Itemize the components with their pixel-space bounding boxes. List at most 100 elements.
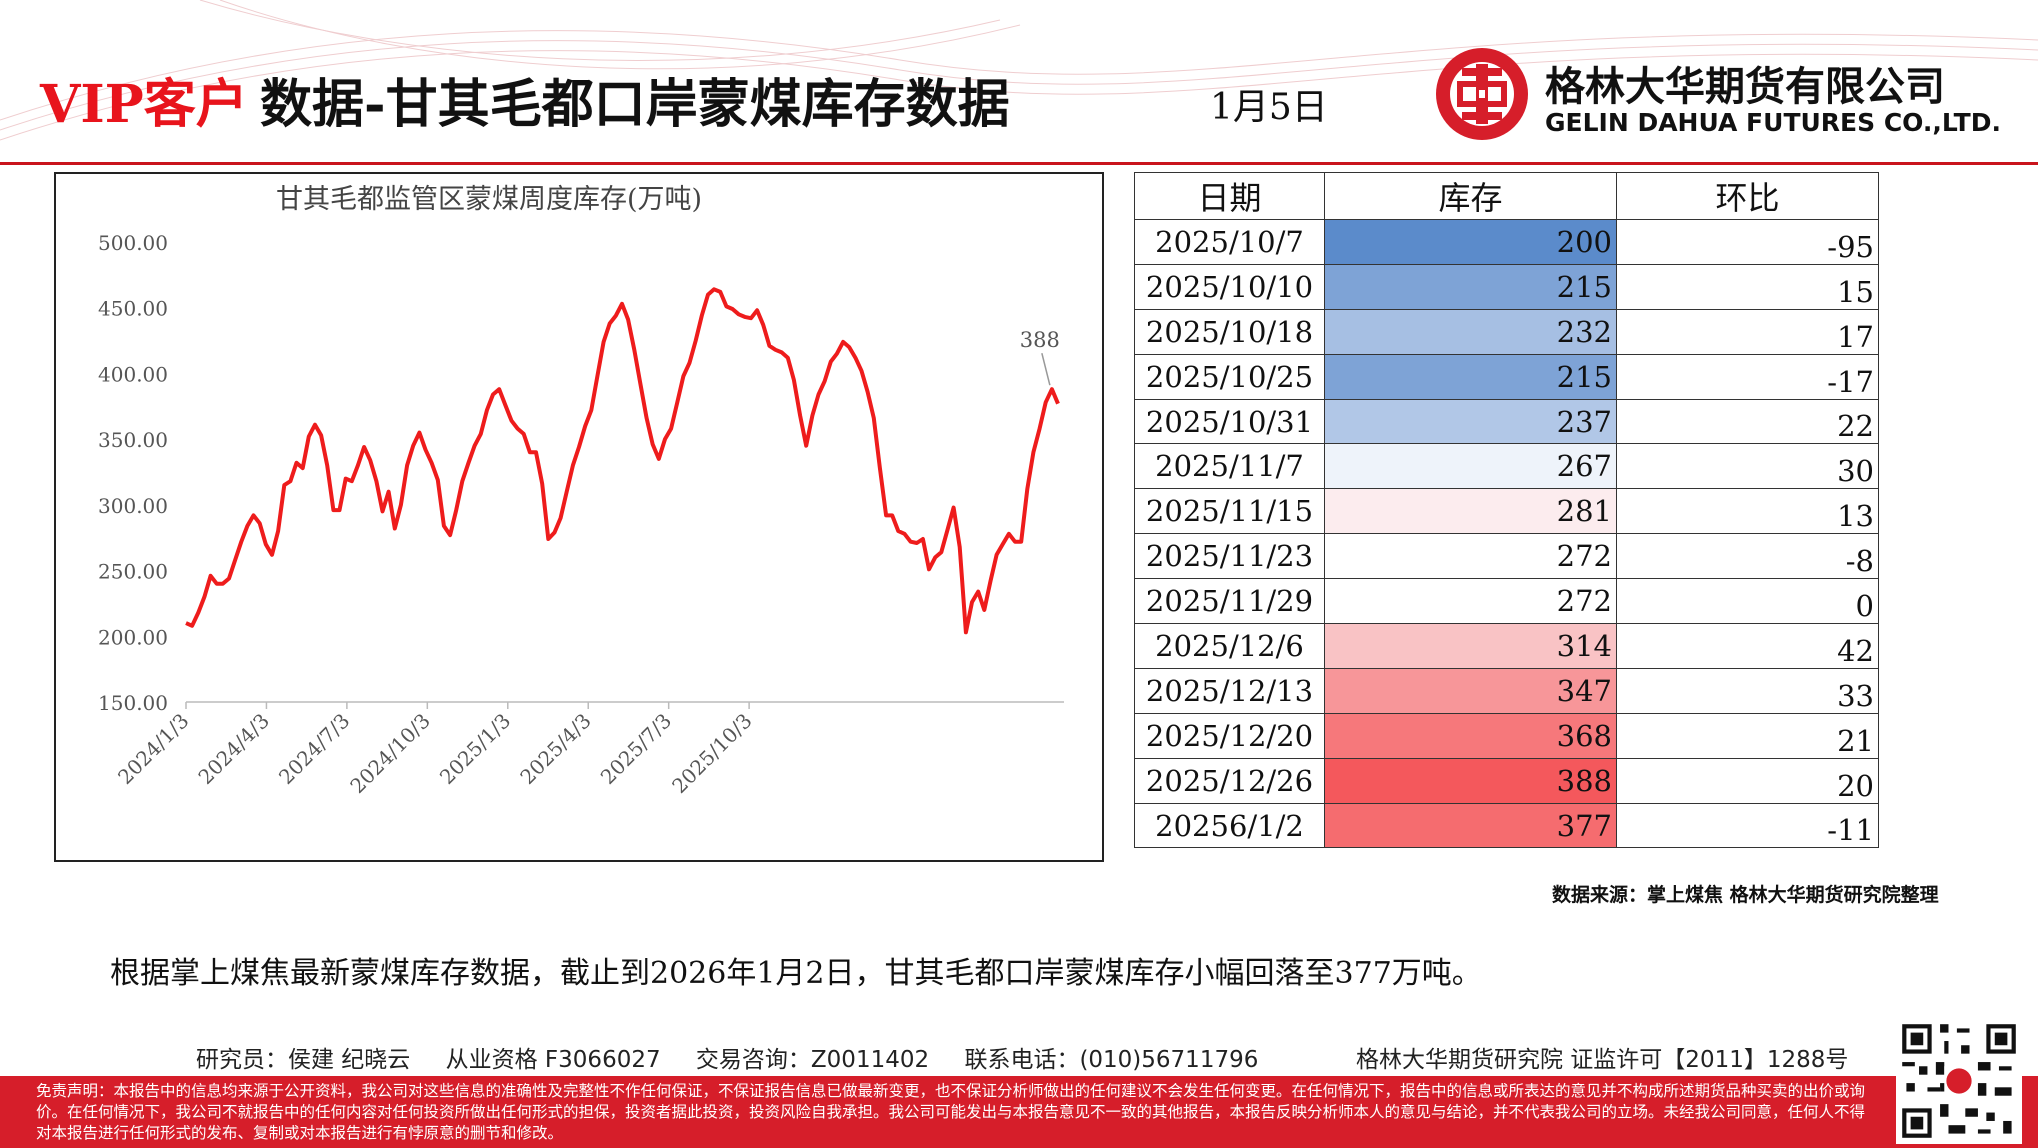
column-header-change: 环比 xyxy=(1616,172,1879,220)
annotation-leader-line xyxy=(1041,353,1051,386)
data-label-annotation: 388 xyxy=(1020,328,1060,352)
cell-stock: 272 xyxy=(1324,578,1617,625)
cell-change: 20 xyxy=(1616,757,1879,804)
x-tick-label: 2025/4/3 xyxy=(515,709,595,789)
header: VIP客户 数据-甘其毛都口岸蒙煤库存数据 1月5日 格林大华期货有限公司 GE… xyxy=(0,0,2038,160)
cell-change: 15 xyxy=(1616,263,1879,310)
cell-date: 2025/10/31 xyxy=(1134,398,1325,445)
cell-change: 13 xyxy=(1616,488,1879,535)
qr-code-icon[interactable] xyxy=(1896,1018,2022,1144)
table-row: 2025/10/7 200 -95 xyxy=(1134,219,1879,265)
data-source-note: 数据来源：掌上煤焦 格林大华期货研究院整理 xyxy=(1552,884,1939,906)
cell-change: 33 xyxy=(1616,667,1879,714)
researcher-names: 研究员：侯建 纪晓云 xyxy=(196,1047,411,1073)
cell-date: 2025/10/10 xyxy=(1134,263,1325,310)
summary-text: 根据掌上煤焦最新蒙煤库存数据，截止到2026年1月2日，甘其毛都口岸蒙煤库存小幅… xyxy=(110,956,1482,991)
company-name-cn: 格林大华期货有限公司 xyxy=(1545,64,1945,110)
header-divider xyxy=(0,162,2038,165)
table-row: 2025/12/6 314 42 xyxy=(1134,623,1879,669)
institute-license: 格林大华期货研究院 证监许可【2011】1288号 xyxy=(1356,1047,1849,1073)
y-tick-label: 450.00 xyxy=(98,297,168,321)
cell-date: 2025/12/13 xyxy=(1134,667,1325,714)
x-tick-label: 2024/4/3 xyxy=(193,709,273,789)
cell-change: -11 xyxy=(1616,802,1879,849)
cell-stock: 314 xyxy=(1324,623,1617,669)
y-tick-label: 400.00 xyxy=(98,362,168,386)
cell-stock: 281 xyxy=(1324,488,1617,535)
cell-stock: 237 xyxy=(1324,398,1617,445)
contact-phone: 联系电话：(010)56711796 xyxy=(964,1047,1259,1073)
y-tick-label: 200.00 xyxy=(98,625,168,649)
x-tick-label: 2024/7/3 xyxy=(274,709,354,789)
table-row: 2025/10/10 215 15 xyxy=(1134,263,1879,310)
table-row: 2025/11/29 272 0 xyxy=(1134,578,1879,625)
header-wave-decoration xyxy=(0,0,2038,141)
inventory-table: 日期 库存 环比 2025/10/7 200 -95 2025/10/10 215 15 2… xyxy=(1134,172,1879,849)
table-row: 2025/10/31 237 22 xyxy=(1134,398,1879,445)
cell-date: 2025/12/26 xyxy=(1134,757,1325,804)
inventory-line-chart: 甘其毛都监管区蒙煤周度库存(万吨) 500.00 450.00 400.00 350.0… xyxy=(98,184,1064,798)
y-tick-label: 500.00 xyxy=(98,231,168,255)
cell-change: 21 xyxy=(1616,712,1879,759)
x-tick-label: 2024/10/3 xyxy=(345,709,434,798)
trading-consult-number: 交易咨询：Z0011402 xyxy=(695,1047,930,1073)
table-row: 2025/11/15 281 13 xyxy=(1134,488,1879,535)
cell-date: 2025/11/15 xyxy=(1134,488,1325,535)
cell-date: 2025/11/7 xyxy=(1134,443,1325,490)
cell-change: 22 xyxy=(1616,398,1879,445)
table-row: 2025/12/20 368 21 xyxy=(1134,712,1879,759)
x-tick-label: 2025/7/3 xyxy=(596,709,676,789)
table-row: 2025/10/25 215 -17 xyxy=(1134,353,1879,400)
y-tick-label: 150.00 xyxy=(98,691,168,715)
title-vip-label: VIP客户 xyxy=(40,74,248,135)
table-header-row: 日期 库存 环比 xyxy=(1134,172,1879,220)
cell-change: 0 xyxy=(1616,578,1879,625)
x-tick-label: 2025/10/3 xyxy=(667,709,756,798)
table-row: 2025/12/13 347 33 xyxy=(1134,667,1879,714)
cell-date: 2025/10/25 xyxy=(1134,353,1325,400)
disclaimer-text: 免责声明：本报告中的信息均来源于公开资料，我公司对这些信息的准确性及完整性不作任… xyxy=(36,1082,1866,1142)
x-tick-label: 2025/1/3 xyxy=(435,709,515,789)
column-header-stock: 库存 xyxy=(1324,172,1617,220)
y-tick-label: 350.00 xyxy=(98,428,168,452)
table-row: 2025/11/7 267 30 xyxy=(1134,443,1879,490)
footer-contact-info: 研究员：侯建 纪晓云 从业资格 F3066027 交易咨询：Z0011402 联… xyxy=(196,1040,1286,1074)
x-tick-label: 2024/1/3 xyxy=(113,709,193,789)
column-header-date: 日期 xyxy=(1134,172,1325,220)
cell-stock: 272 xyxy=(1324,533,1617,580)
disclaimer-bar xyxy=(0,1076,2038,1148)
company-logo-icon xyxy=(1436,48,1528,140)
cell-stock: 368 xyxy=(1324,712,1617,759)
y-tick-label: 250.00 xyxy=(98,560,168,584)
cell-change: -95 xyxy=(1616,219,1879,265)
cell-stock: 215 xyxy=(1324,263,1617,310)
cell-date: 2025/11/29 xyxy=(1134,578,1325,625)
cell-change: 17 xyxy=(1616,308,1879,355)
cell-change: 30 xyxy=(1616,443,1879,490)
cell-stock: 377 xyxy=(1324,802,1617,849)
qualification-number: 从业资格 F3066027 xyxy=(445,1047,661,1073)
cell-stock: 388 xyxy=(1324,757,1617,804)
cell-stock: 232 xyxy=(1324,308,1617,355)
company-name-en: GELIN DAHUA FUTURES CO.,LTD. xyxy=(1545,108,2001,137)
y-tick-label: 300.00 xyxy=(98,494,168,518)
table-body: 2025/10/7 200 -95 2025/10/10 215 15 2025/10/18… xyxy=(1134,219,1879,849)
table-row: 2025/10/18 232 17 xyxy=(1134,308,1879,355)
cell-stock: 347 xyxy=(1324,667,1617,714)
table-row: 20256/1/2 377 -11 xyxy=(1134,802,1879,849)
cell-change: -17 xyxy=(1616,353,1879,400)
chart-title: 甘其毛都监管区蒙煤周度库存(万吨) xyxy=(276,184,702,215)
cell-stock: 200 xyxy=(1324,219,1617,265)
cell-stock: 267 xyxy=(1324,443,1617,490)
cell-date: 2025/11/23 xyxy=(1134,533,1325,580)
cell-date: 2025/10/18 xyxy=(1134,308,1325,355)
report-date: 1月5日 xyxy=(1210,87,1328,128)
table-row: 2025/12/26 388 20 xyxy=(1134,757,1879,804)
cell-change: -8 xyxy=(1616,533,1879,580)
page-title: 数据-甘其毛都口岸蒙煤库存数据 xyxy=(260,74,1010,135)
cell-date: 20256/1/2 xyxy=(1134,802,1325,849)
cell-date: 2025/12/6 xyxy=(1134,623,1325,669)
cell-date: 2025/10/7 xyxy=(1134,219,1325,265)
table-row: 2025/11/23 272 -8 xyxy=(1134,533,1879,580)
cell-date: 2025/12/20 xyxy=(1134,712,1325,759)
